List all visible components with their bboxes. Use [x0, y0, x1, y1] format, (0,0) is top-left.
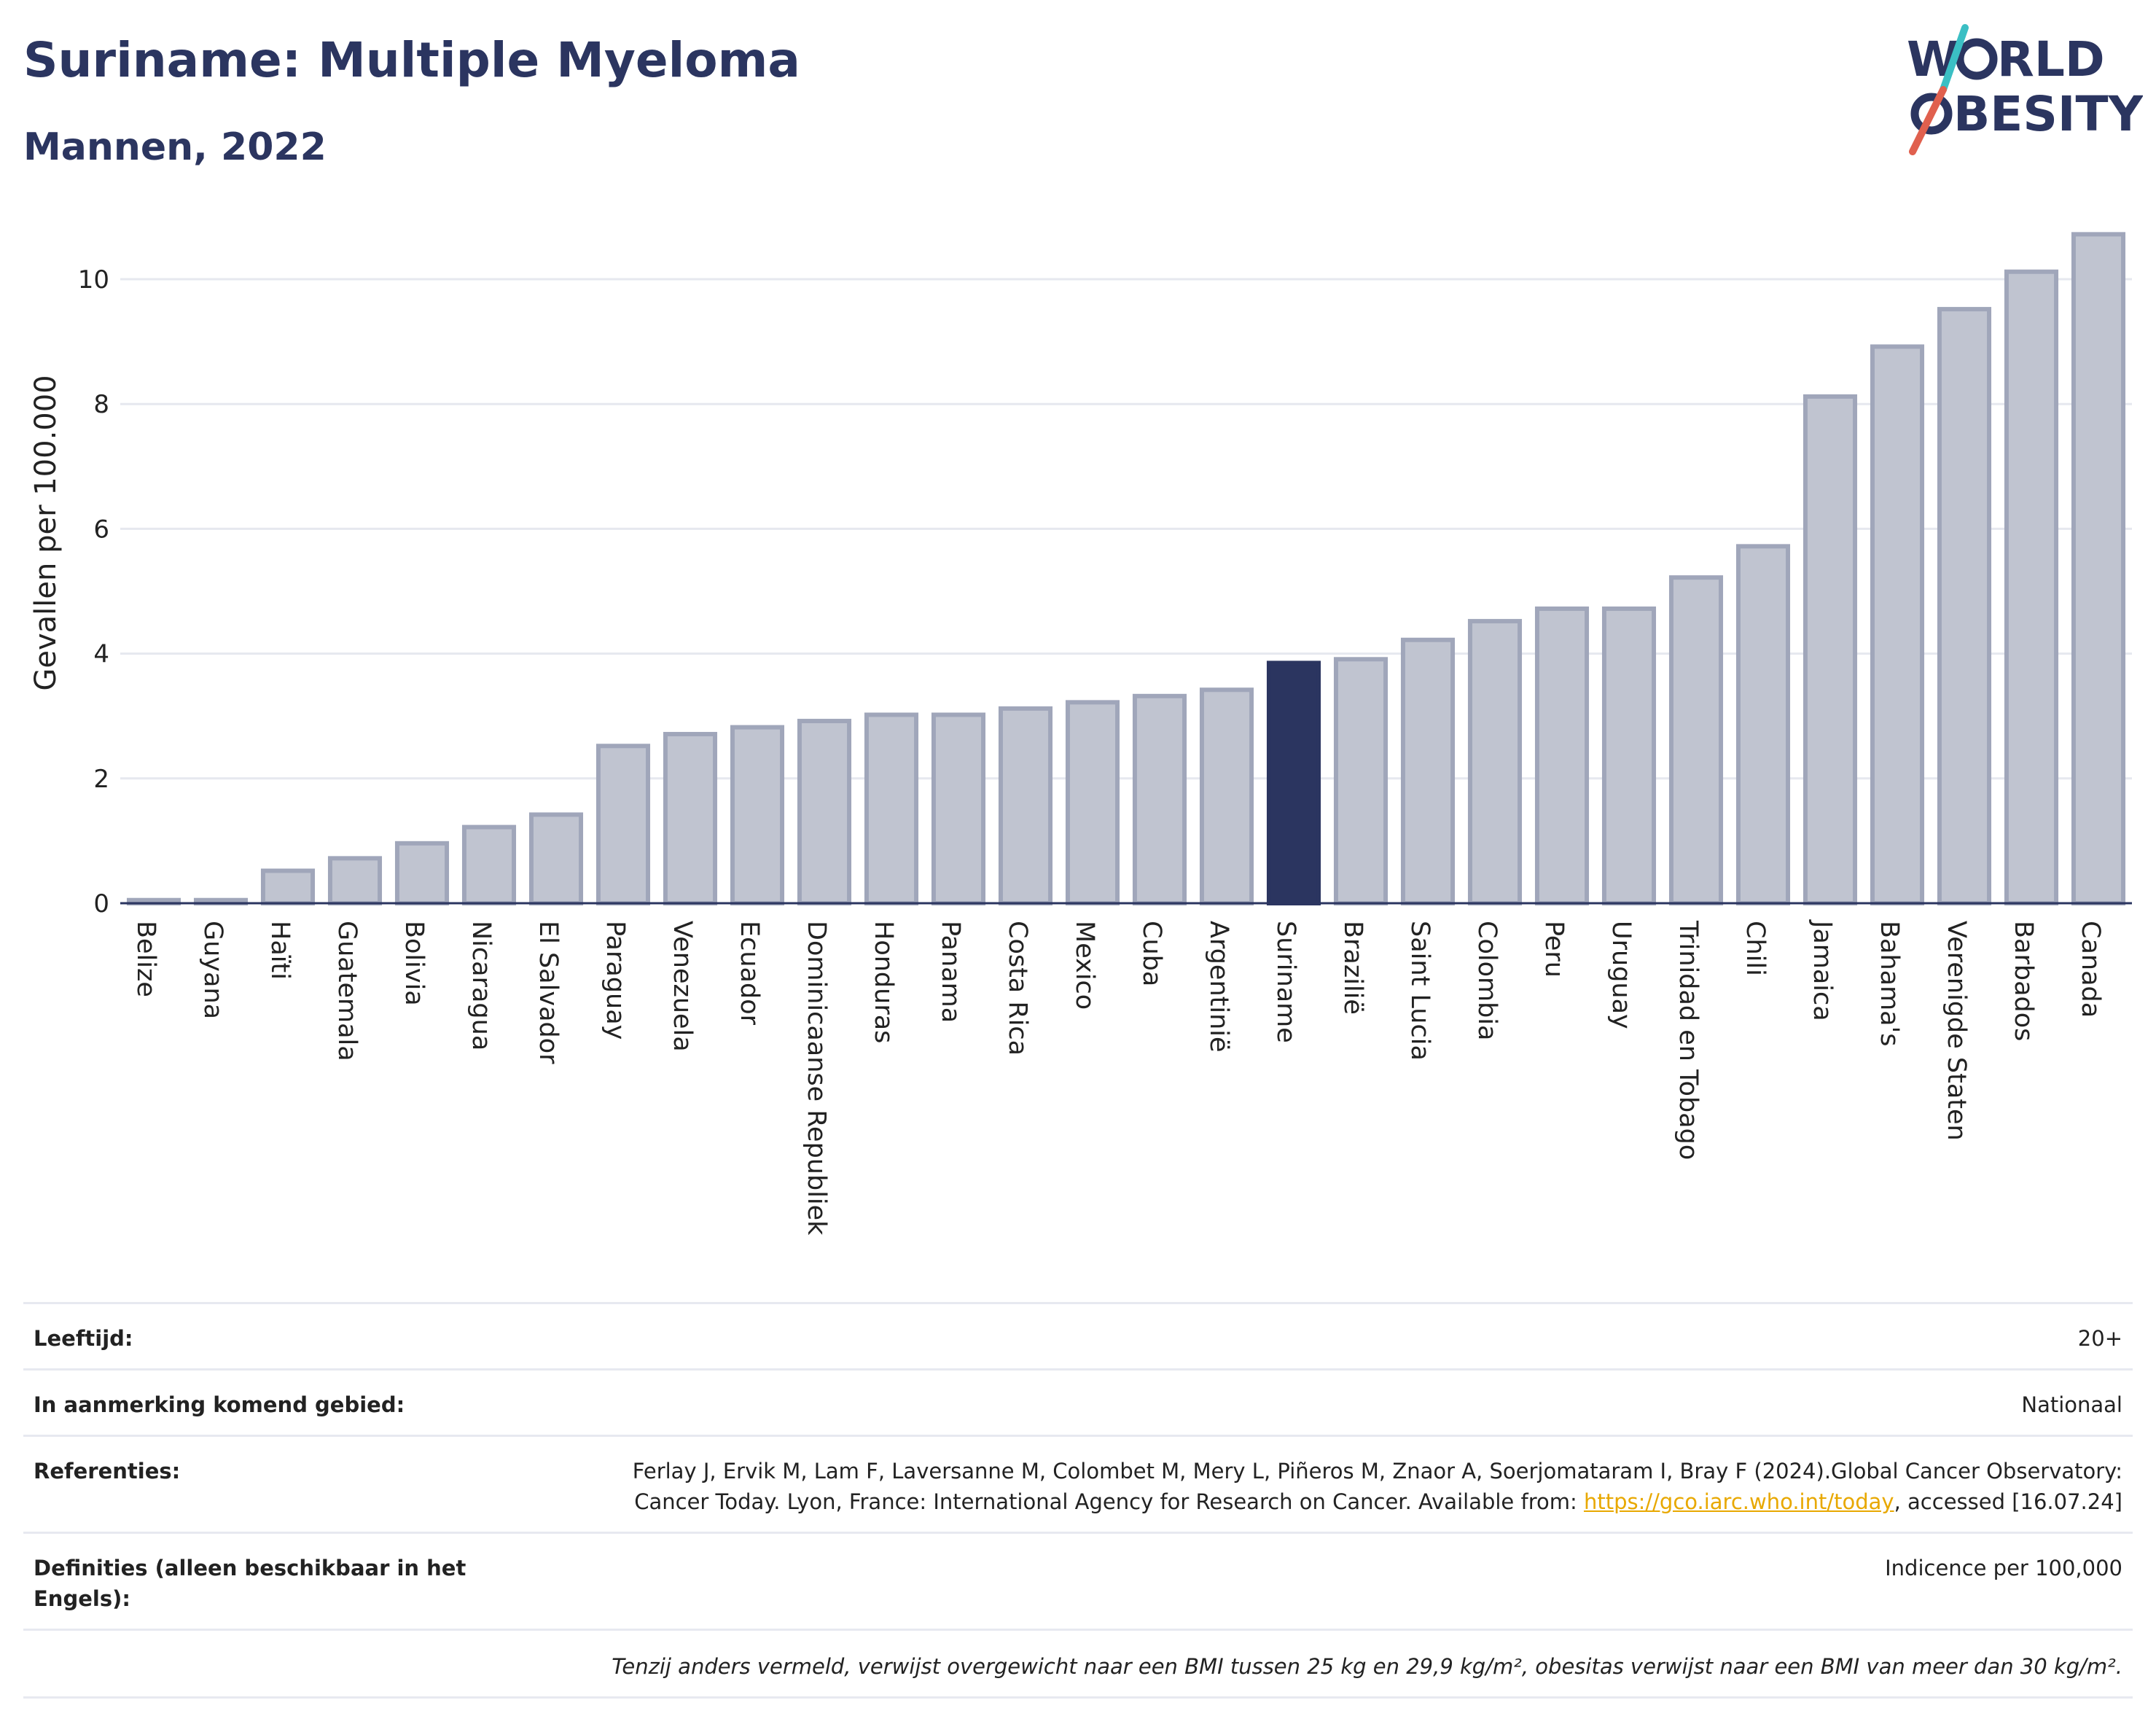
x-tick-label: Chili — [1741, 921, 1770, 976]
meta-row-area: In aanmerking komend gebied: Nationaal — [23, 1368, 2133, 1435]
x-tick-label: Saint Lucia — [1405, 921, 1434, 1061]
bar-el-salvador — [528, 812, 584, 905]
age-label: Leeftijd: — [34, 1326, 133, 1351]
y-axis-label: Gevallen per 100.000 — [29, 375, 63, 690]
x-tick-label: Guyana — [198, 921, 227, 1019]
bar-nicaragua — [461, 824, 517, 905]
references-tail: , accessed [16.07.24] — [1894, 1489, 2122, 1514]
x-tick-label: Jamaica — [1808, 919, 1837, 1021]
area-label: In aanmerking komend gebied: — [34, 1392, 405, 1417]
bar-paraguay — [595, 744, 651, 906]
bar-suriname — [1266, 660, 1321, 905]
y-tick-label: 6 — [93, 515, 109, 544]
x-tick-label: Bahama's — [1875, 921, 1904, 1047]
metadata-table: Leeftijd: 20+ In aanmerking komend gebie… — [23, 1302, 2133, 1699]
bar-honduras — [864, 712, 919, 905]
bar-venezuela — [663, 732, 718, 905]
bar-chili — [1735, 544, 1791, 905]
bar-mexico — [1065, 700, 1120, 905]
chart-bars — [126, 232, 2126, 906]
x-tick-label: Honduras — [869, 921, 898, 1043]
meta-row-references: Referenties: Ferlay J, Ervik M, Lam F, L… — [23, 1435, 2133, 1532]
x-tick-label: Bolivia — [399, 921, 429, 1006]
bar-peru — [1534, 606, 1590, 906]
references-label: Referenties: — [34, 1459, 181, 1483]
references-value: Ferlay J, Ervik M, Lam F, Laversanne M, … — [555, 1456, 2122, 1517]
y-tick-label: 0 — [93, 889, 109, 919]
x-tick-label: Ecuador — [735, 921, 764, 1026]
bar-argentini- — [1199, 687, 1254, 905]
y-axis-ticks: 0 2 4 6 8 10 — [78, 265, 109, 919]
bar-jamaica — [1802, 394, 1858, 905]
bar-dominicaanse-republiek — [797, 719, 852, 905]
x-tick-label: Uruguay — [1606, 921, 1636, 1029]
bar-cuba — [1132, 693, 1187, 905]
x-tick-label: Verenigde Staten — [1942, 921, 1971, 1141]
x-tick-label: Mexico — [1070, 921, 1099, 1010]
age-value: 20+ — [2077, 1326, 2122, 1351]
bar-bolivia — [394, 841, 450, 905]
x-tick-label: Venezuela — [668, 921, 697, 1052]
logo-o2-icon — [1910, 93, 1953, 135]
bar-ecuador — [730, 725, 785, 905]
world-obesity-logo: W RLD BESITY — [1907, 24, 2143, 155]
bar-bahama-s — [1870, 344, 1925, 905]
x-tick-label: Haïti — [265, 921, 294, 980]
references-link[interactable]: https://gco.iarc.who.int/today — [1583, 1489, 1894, 1514]
bar-brazili- — [1333, 657, 1388, 906]
bar-uruguay — [1601, 606, 1657, 906]
bar-costa-rica — [998, 706, 1053, 905]
y-tick-label: 8 — [93, 390, 109, 419]
x-tick-label: El Salvador — [534, 921, 563, 1064]
page-title: Suriname: Multiple Myeloma — [23, 32, 800, 88]
definitions-label: Definities (alleen beschikbaar in het En… — [34, 1556, 466, 1611]
x-tick-label: Panama — [936, 921, 965, 1023]
bar-panama — [931, 712, 986, 905]
x-tick-label: Paraguay — [601, 921, 630, 1040]
logo-text-besity: BESITY — [1953, 86, 2143, 142]
bar-guatemala — [327, 856, 383, 906]
x-tick-label: Canada — [2076, 921, 2105, 1018]
bar-trinidad-en-tobago — [1668, 575, 1724, 906]
x-tick-label: Guatemala — [332, 921, 362, 1061]
logo-slash-teal-icon — [1940, 24, 1969, 93]
x-tick-label: Brazilië — [1338, 921, 1367, 1015]
x-tick-label: Costa Rica — [1003, 921, 1032, 1056]
area-value: Nationaal — [2021, 1392, 2122, 1417]
bar-ha-ti — [260, 868, 316, 906]
x-tick-label: Cuba — [1137, 921, 1166, 986]
meta-row-definitions: Definities (alleen beschikbaar in het En… — [23, 1532, 2133, 1629]
bar-saint-lucia — [1400, 637, 1456, 905]
x-tick-label: Peru — [1539, 921, 1569, 978]
page-subtitle: Mannen, 2022 — [23, 125, 327, 169]
x-tick-label: Dominicaanse Republiek — [802, 921, 831, 1236]
y-tick-label: 10 — [78, 265, 109, 295]
x-tick-label: Suriname — [1271, 921, 1300, 1043]
definitions-value: Indicence per 100,000 — [1885, 1556, 2122, 1580]
footnote: Tenzij anders vermeld, verwijst overgewi… — [23, 1629, 2133, 1699]
x-tick-label: Nicaragua — [466, 921, 496, 1050]
bar-colombia — [1467, 619, 1523, 905]
x-axis-ticks: Belize Guyana Haïti Guatemala Bolivia Nicarag… — [131, 919, 2105, 1236]
bar-verenigde-staten — [1937, 307, 1992, 905]
x-tick-label: Belize — [131, 921, 160, 997]
meta-row-age: Leeftijd: 20+ — [23, 1302, 2133, 1368]
logo-o-icon — [1956, 38, 1998, 80]
x-tick-label: Argentinië — [1204, 921, 1233, 1053]
references-text: Ferlay J, Ervik M, Lam F, Laversanne M, … — [632, 1459, 2122, 1514]
logo-slash-red-icon — [1909, 86, 1947, 155]
x-tick-label: Barbados — [2009, 921, 2038, 1041]
bar-canada — [2071, 232, 2126, 906]
x-tick-label: Trinidad en Tobago — [1673, 920, 1703, 1160]
y-tick-label: 2 — [93, 765, 109, 794]
bar-chart: 0 2 4 6 8 10 Belize Guyana Haïti Guatemala Bolivi… — [29, 232, 2132, 1236]
y-tick-label: 4 — [93, 640, 109, 669]
bar-barbados — [2004, 269, 2059, 905]
logo-text-rld: RLD — [1997, 31, 2105, 87]
x-tick-label: Colombia — [1472, 921, 1501, 1040]
